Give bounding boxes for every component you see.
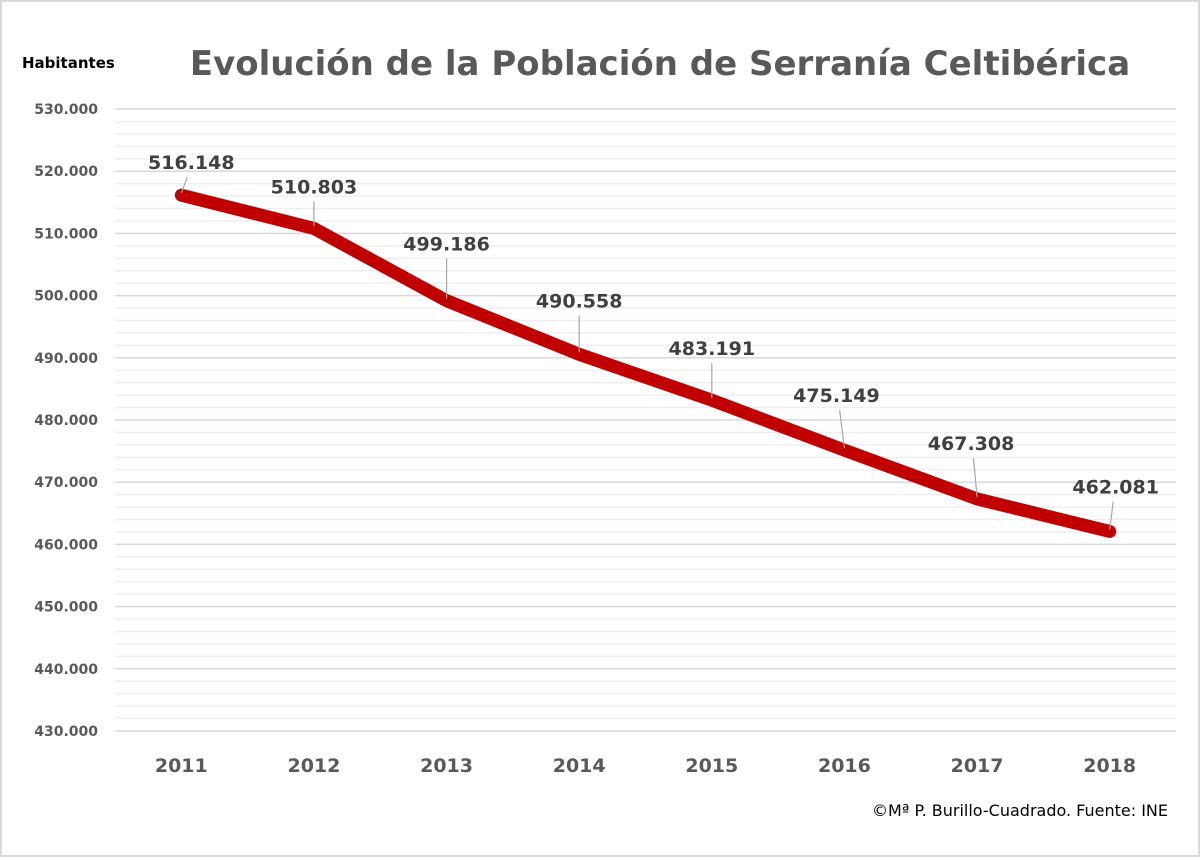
data-label: 462.081 [1072, 476, 1159, 498]
leader-line [972, 457, 978, 497]
y-axis-ticks: 530.000 520.000 510.000 500.000 490.000 480.0… [34, 102, 98, 740]
x-tick-label: 2018 [1083, 755, 1136, 777]
x-tick-label: 2017 [951, 755, 1004, 777]
chart-title: Evolución de la Población de Serranía Ce… [190, 44, 1130, 84]
minor-gridlines [115, 120, 1176, 720]
y-tick-label: 490.000 [34, 351, 98, 367]
data-label: 499.186 [403, 234, 490, 256]
x-tick-label: 2015 [685, 755, 738, 777]
data-label: 483.191 [669, 338, 756, 360]
series-poblacion [174, 188, 1117, 538]
x-tick-label: 2013 [420, 755, 473, 777]
data-labels: 516.148 510.803 499.186 490.558 483.191 475.1… [148, 152, 1159, 498]
y-tick-label: 470.000 [34, 475, 98, 491]
leader-line [180, 176, 188, 194]
source-credit: ©Mª P. Burillo-Cuadrado. Fuente: INE [872, 801, 1168, 820]
leader-line [1109, 501, 1114, 530]
data-label: 467.308 [928, 433, 1015, 455]
x-tick-label: 2012 [287, 755, 340, 777]
x-tick-label: 2014 [553, 755, 606, 777]
data-label: 510.803 [271, 176, 358, 198]
major-gridlines [115, 108, 1176, 732]
y-tick-label: 530.000 [34, 102, 98, 118]
series-line [174, 188, 1117, 538]
data-label: 475.149 [793, 385, 880, 407]
y-tick-label: 440.000 [34, 662, 98, 678]
y-tick-label: 520.000 [34, 164, 98, 180]
y-tick-label: 460.000 [34, 537, 98, 553]
y-tick-label: 500.000 [34, 289, 98, 305]
data-label: 516.148 [148, 152, 235, 174]
data-label-leaders [180, 176, 1114, 530]
y-axis-label: Habitantes [22, 54, 115, 72]
data-label: 490.558 [536, 290, 623, 312]
y-tick-label: 480.000 [34, 413, 98, 429]
x-axis-ticks: 2011 2012 2013 2014 2015 2016 2017 2018 [155, 755, 1136, 777]
leader-line [839, 410, 846, 449]
y-tick-label: 450.000 [34, 600, 98, 616]
x-tick-label: 2011 [155, 755, 208, 777]
x-tick-label: 2016 [818, 755, 871, 777]
y-tick-label: 510.000 [34, 226, 98, 242]
y-tick-label: 430.000 [34, 724, 98, 740]
